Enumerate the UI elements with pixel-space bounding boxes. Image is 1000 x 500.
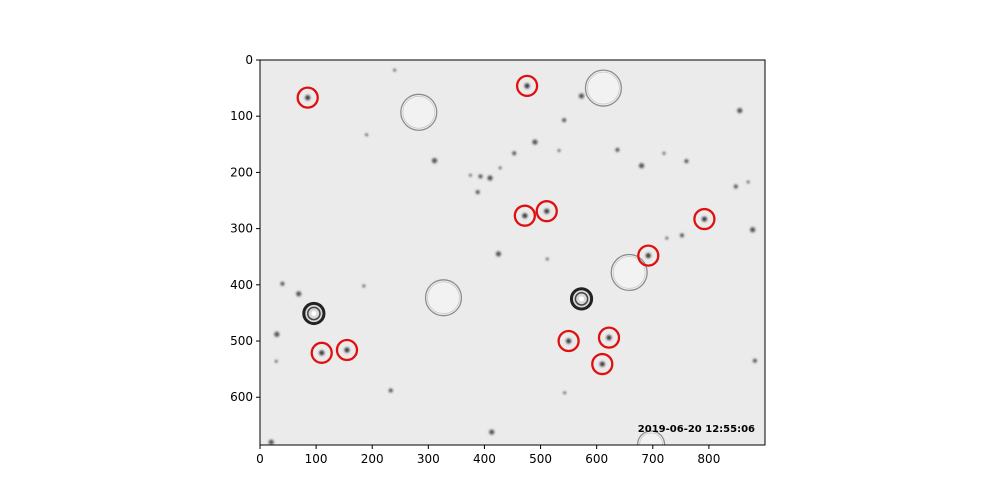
detection-marker (597, 326, 621, 349)
microscope-image-background (260, 60, 765, 445)
y-tick-label: 600 (230, 390, 253, 404)
debris-speck (512, 151, 517, 156)
debris-speck (638, 163, 645, 169)
debris-speck (563, 391, 567, 395)
y-axis: 0 100 200 300 400 500 600 (230, 53, 260, 404)
x-tick-label: 600 (585, 452, 608, 466)
debris-speck (431, 158, 438, 164)
x-tick-label: 500 (529, 452, 552, 466)
debris-speck (665, 236, 669, 240)
debris-speck (562, 118, 567, 123)
debris-speck (362, 284, 366, 288)
x-axis: 0 100 200 300 400 500 600 700 800 (256, 445, 720, 466)
x-tick-label: 800 (697, 452, 720, 466)
debris-speck (274, 359, 278, 363)
detected-particle (305, 95, 311, 101)
debris-speck (393, 68, 397, 72)
debris-speck (365, 133, 369, 137)
debris-speck (532, 139, 538, 145)
debris-speck (737, 107, 743, 114)
dark-ring-particle (569, 287, 594, 311)
detected-particle (344, 347, 350, 353)
debris-speck (733, 184, 738, 189)
image-frame (259, 59, 766, 446)
debris-speck (750, 227, 756, 233)
debris-speck (662, 151, 666, 155)
debris-speck (469, 173, 472, 177)
detected-particle (522, 213, 528, 219)
debris-speck (684, 159, 689, 164)
air-bubble (610, 253, 648, 292)
air-bubble (400, 93, 438, 131)
air-bubble (584, 69, 623, 107)
air-bubble (424, 279, 463, 317)
x-tick-label: 100 (305, 452, 328, 466)
x-tick-label: 400 (473, 452, 496, 466)
timestamp-label: 2019-06-20 12:55:06 (638, 424, 755, 435)
detected-particle (544, 208, 550, 214)
debris-speck (746, 180, 750, 184)
debris-speck (679, 233, 684, 238)
debris-speck (489, 429, 495, 435)
y-tick-label: 400 (230, 278, 253, 292)
detection-marker (296, 86, 319, 109)
detection-marker (535, 200, 558, 223)
detection-marker (557, 329, 580, 353)
debris-speck (495, 251, 502, 257)
microscope-image (268, 68, 757, 445)
debris-speck (487, 175, 493, 181)
debris-speck (578, 93, 585, 99)
air-bubble (636, 430, 666, 445)
y-tick-label: 0 (245, 53, 253, 67)
debris-speck (280, 281, 285, 286)
debris-speck (475, 190, 480, 195)
dark-ring-particle (302, 301, 326, 326)
x-tick-label: 200 (361, 452, 384, 466)
debris-speck (274, 331, 280, 337)
detection-marker (310, 341, 333, 364)
debris-speck (752, 358, 757, 363)
detected-particle (606, 335, 612, 341)
detection-marker (591, 352, 614, 376)
y-tick-label: 500 (230, 334, 253, 348)
detected-particle (701, 216, 708, 222)
debris-speck (557, 149, 561, 152)
debris-speck (615, 147, 620, 152)
y-tick-label: 100 (230, 109, 253, 123)
detection-marker (513, 204, 536, 227)
debris-speck (296, 291, 302, 297)
debris-speck (498, 166, 502, 170)
detection-marker (335, 338, 359, 362)
y-tick-label: 300 (230, 222, 253, 236)
debris-speck (268, 439, 274, 445)
detection-marker (637, 244, 660, 267)
debris-speck (545, 257, 549, 261)
y-tick-label: 200 (230, 165, 253, 179)
detected-particle (566, 338, 572, 344)
x-tick-label: 700 (641, 452, 664, 466)
detection-marker (515, 74, 539, 98)
debris-speck (478, 174, 483, 179)
detected-particle (319, 350, 325, 356)
debris-speck (388, 388, 393, 393)
detected-particle (524, 83, 530, 89)
x-tick-label: 0 (256, 452, 264, 466)
x-tick-label: 300 (417, 452, 440, 466)
detection-marker (693, 207, 716, 231)
detected-particle (645, 252, 651, 259)
detected-particle (599, 361, 605, 367)
